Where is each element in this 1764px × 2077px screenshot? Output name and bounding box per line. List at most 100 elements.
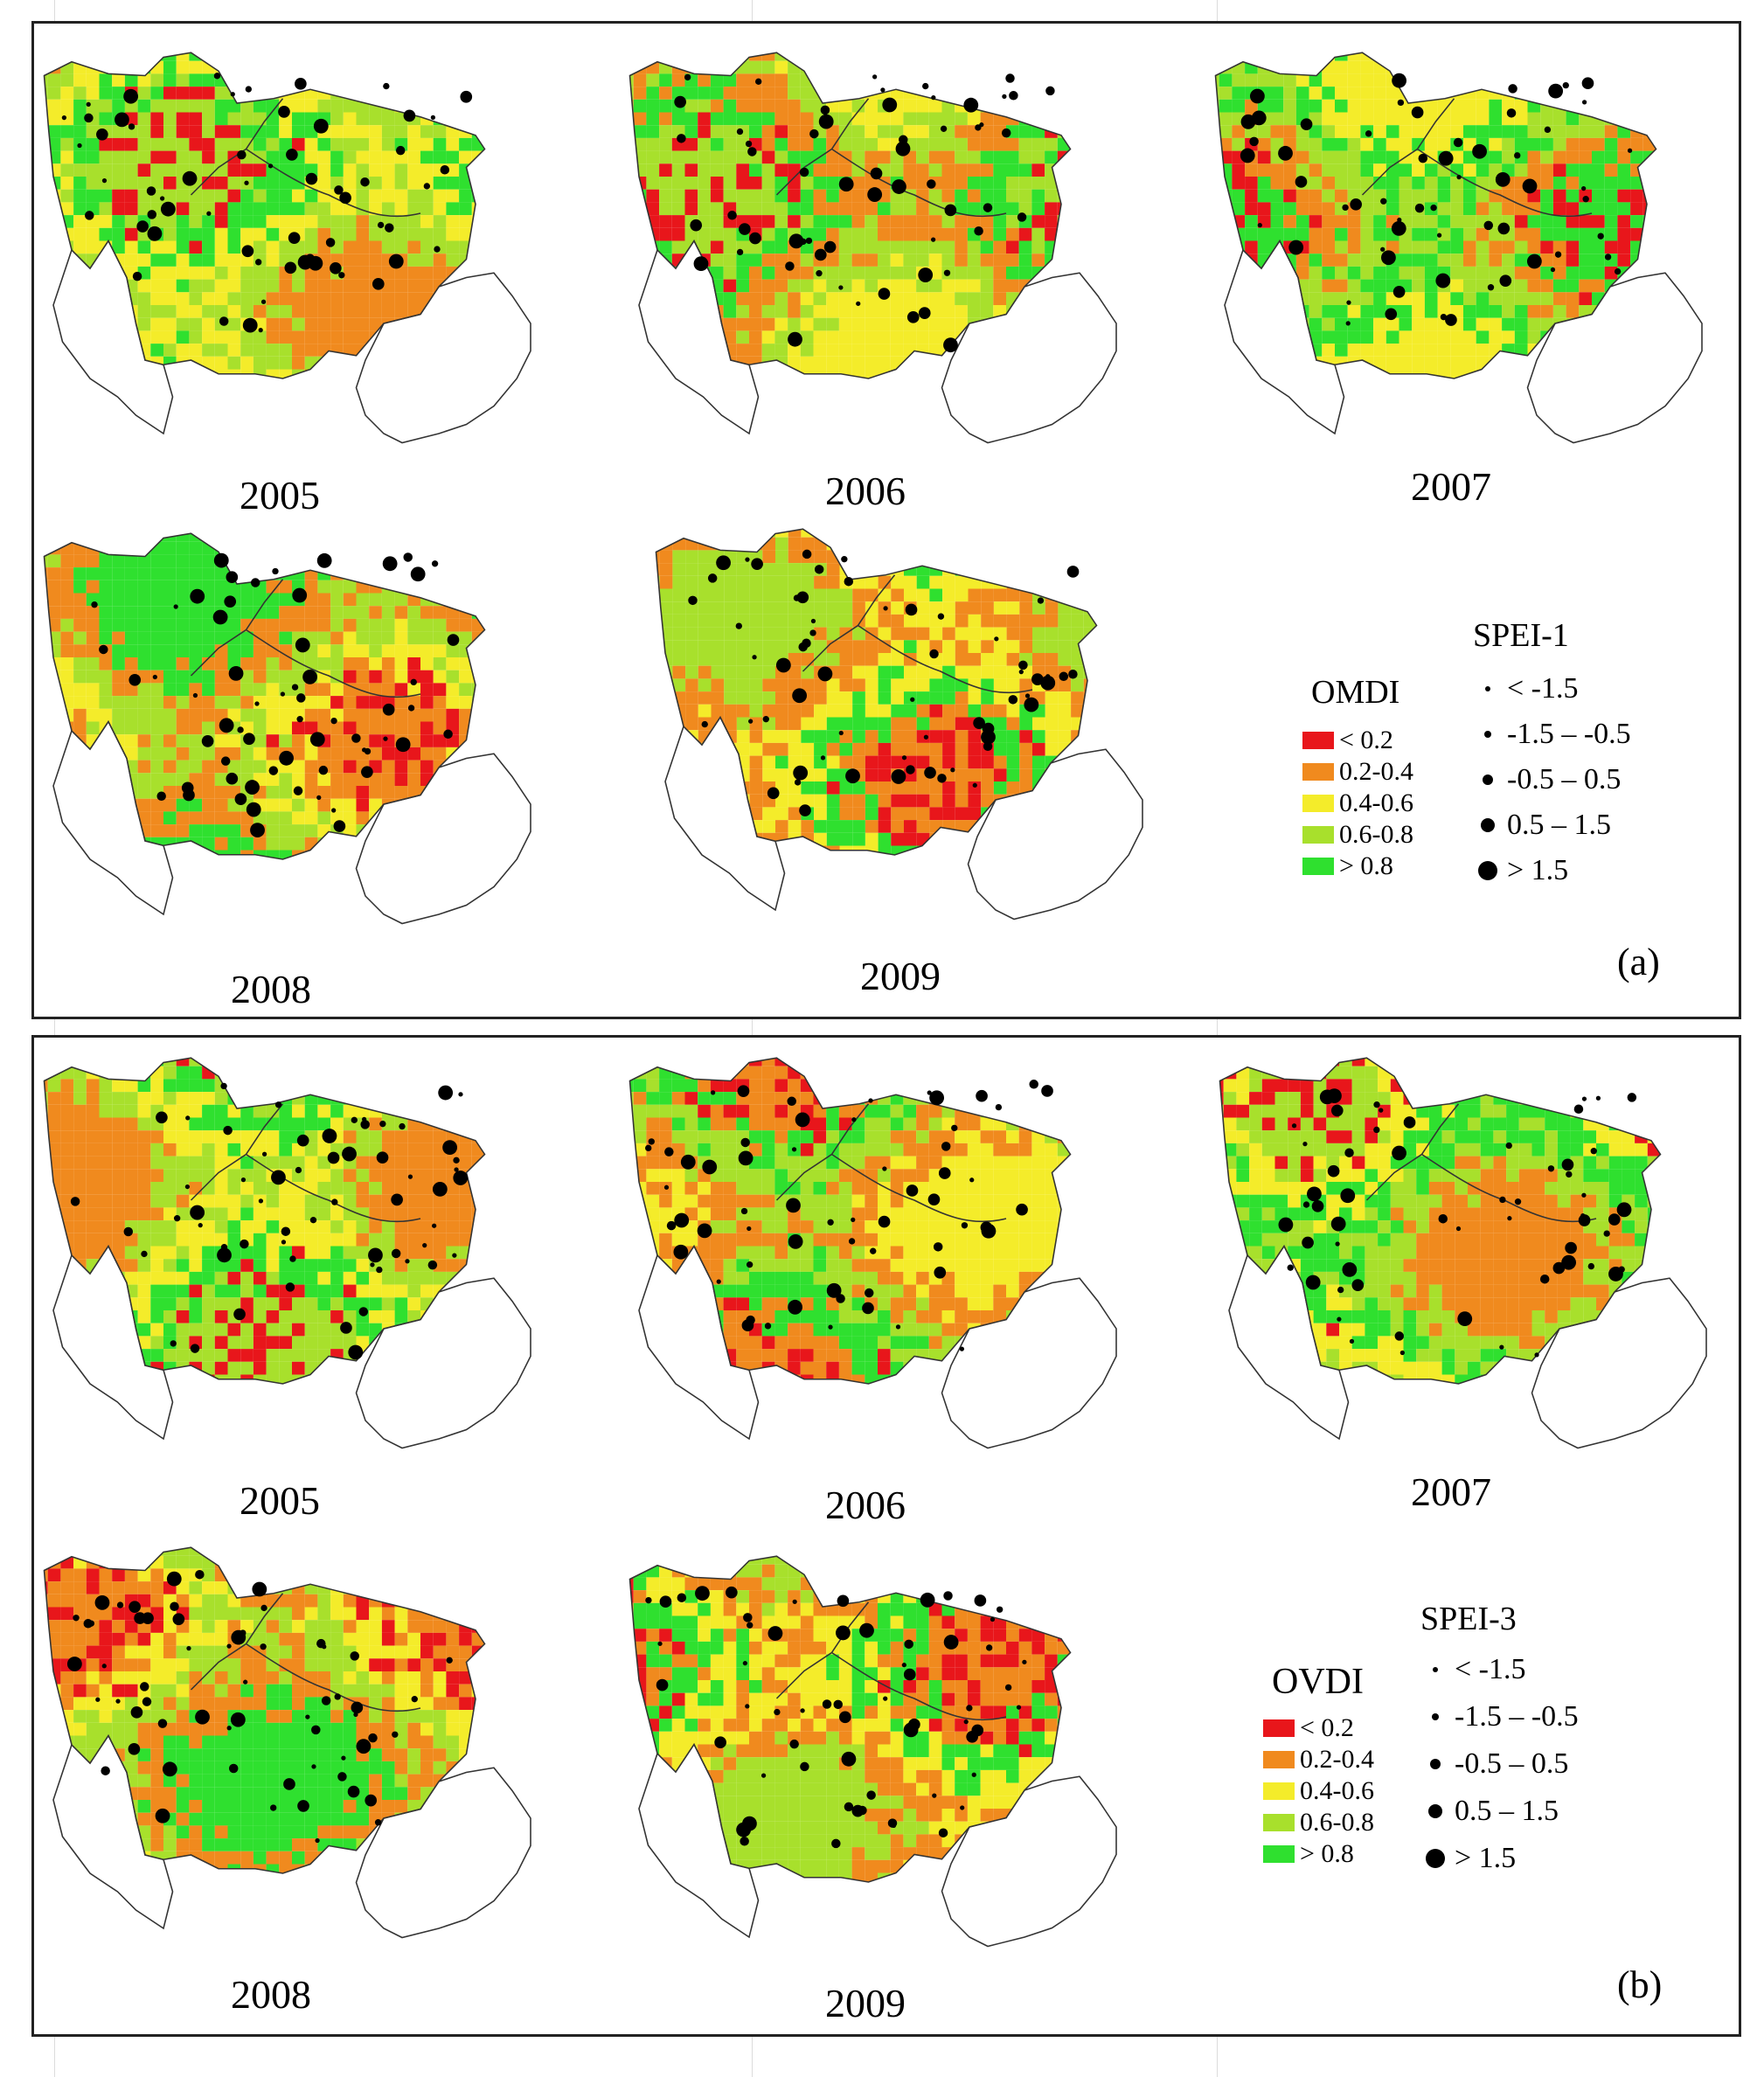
station-dot bbox=[944, 204, 957, 217]
legend-label: -0.5 – 0.5 bbox=[1507, 763, 1622, 795]
station-dot bbox=[1561, 1158, 1574, 1171]
province-boundary bbox=[190, 579, 421, 698]
station-dot bbox=[927, 1193, 941, 1205]
station-dot bbox=[1581, 1192, 1587, 1198]
station-dot bbox=[1016, 1705, 1022, 1710]
station-dot bbox=[943, 1635, 959, 1650]
station-dot bbox=[1344, 1148, 1354, 1157]
station-dot bbox=[868, 1098, 873, 1103]
station-dot bbox=[162, 1761, 177, 1777]
station-dot bbox=[695, 1586, 710, 1601]
panel-label: (b) bbox=[1617, 1963, 1663, 2006]
year-label: 2006 bbox=[825, 469, 906, 513]
station-dot bbox=[1346, 300, 1351, 305]
station-dot bbox=[924, 767, 936, 779]
station-dot bbox=[66, 1657, 82, 1671]
station-dot bbox=[688, 595, 698, 606]
station-dot bbox=[185, 1115, 191, 1121]
year-label: 2009 bbox=[860, 954, 941, 998]
station-dot bbox=[788, 233, 804, 249]
station-dot bbox=[452, 1253, 457, 1258]
station-dot bbox=[376, 1266, 383, 1274]
station-dot bbox=[906, 311, 920, 323]
station-dot bbox=[1041, 1085, 1053, 1097]
station-dot bbox=[87, 1620, 95, 1627]
station-dot bbox=[123, 1226, 134, 1237]
station-dot bbox=[309, 732, 325, 747]
region-boundary bbox=[43, 1546, 486, 1874]
legend-dot bbox=[1428, 1804, 1442, 1818]
station-dot bbox=[747, 1622, 754, 1629]
station-dot bbox=[906, 1184, 919, 1197]
station-dot bbox=[128, 674, 142, 686]
station-dot bbox=[1040, 675, 1056, 691]
station-dot bbox=[132, 271, 142, 281]
station-dot bbox=[1514, 1198, 1522, 1205]
station-dot bbox=[901, 755, 907, 761]
station-dot bbox=[330, 717, 337, 725]
station-dot bbox=[147, 226, 163, 241]
outline-region bbox=[355, 753, 531, 925]
station-dots bbox=[1278, 1088, 1637, 1358]
station-dot bbox=[1603, 1230, 1610, 1237]
legend-label: 0.6-0.8 bbox=[1300, 1808, 1374, 1837]
station-dot bbox=[1291, 1123, 1297, 1129]
station-dot bbox=[746, 1261, 754, 1268]
station-dot bbox=[895, 1324, 901, 1330]
station-dot bbox=[382, 703, 395, 716]
station-dot bbox=[341, 1755, 346, 1761]
station-dot bbox=[1438, 1213, 1448, 1224]
year-label: 2007 bbox=[1411, 1469, 1491, 1514]
station-dot bbox=[809, 629, 816, 636]
station-dot bbox=[237, 149, 247, 160]
map-2007-b bbox=[1219, 1057, 1707, 1449]
station-dot bbox=[979, 122, 984, 128]
station-dot bbox=[1595, 1095, 1601, 1101]
spei-legend-title: SPEI-1 bbox=[1473, 617, 1569, 654]
legend-dot bbox=[1433, 1667, 1438, 1672]
station-dot bbox=[1392, 73, 1407, 88]
station-dot bbox=[802, 638, 811, 649]
station-dot bbox=[166, 1571, 182, 1587]
station-dot bbox=[818, 114, 834, 129]
station-dot bbox=[368, 1247, 383, 1263]
station-dot bbox=[99, 644, 108, 655]
station-dot bbox=[1457, 1311, 1473, 1327]
station-dot bbox=[1608, 1213, 1621, 1226]
station-dot bbox=[423, 183, 431, 190]
station-dot bbox=[242, 317, 258, 333]
station-dot bbox=[828, 1324, 833, 1330]
station-dot bbox=[1414, 203, 1425, 213]
station-dot bbox=[255, 259, 262, 266]
station-dot bbox=[260, 299, 267, 304]
station-dot bbox=[1287, 1264, 1294, 1271]
station-dot bbox=[231, 1629, 247, 1645]
station-dot bbox=[296, 693, 306, 703]
station-dot bbox=[411, 1696, 418, 1703]
station-dot bbox=[1534, 1352, 1539, 1358]
station-dot bbox=[152, 674, 157, 680]
station-dot bbox=[764, 1323, 772, 1330]
station-dot bbox=[305, 1714, 310, 1719]
station-dot bbox=[115, 1698, 121, 1704]
station-dot bbox=[305, 172, 318, 185]
station-dot bbox=[237, 726, 244, 733]
station-dot bbox=[1455, 1226, 1462, 1232]
station-dot bbox=[752, 655, 757, 660]
station-dot bbox=[1614, 267, 1622, 275]
station-dot bbox=[252, 1581, 267, 1597]
station-dot bbox=[1435, 273, 1451, 288]
station-dot bbox=[70, 1197, 80, 1206]
station-dot bbox=[1438, 150, 1454, 166]
map-2006-b bbox=[629, 1057, 1117, 1449]
station-dot bbox=[186, 1646, 191, 1651]
station-dot bbox=[453, 1157, 460, 1164]
station-dot bbox=[160, 201, 176, 217]
station-dot bbox=[792, 1599, 797, 1604]
station-dot bbox=[254, 701, 260, 706]
station-dot bbox=[311, 1725, 321, 1735]
station-dot bbox=[1302, 1201, 1310, 1208]
station-dot bbox=[101, 177, 108, 184]
station-dot bbox=[848, 1238, 856, 1245]
station-dot bbox=[937, 774, 947, 783]
